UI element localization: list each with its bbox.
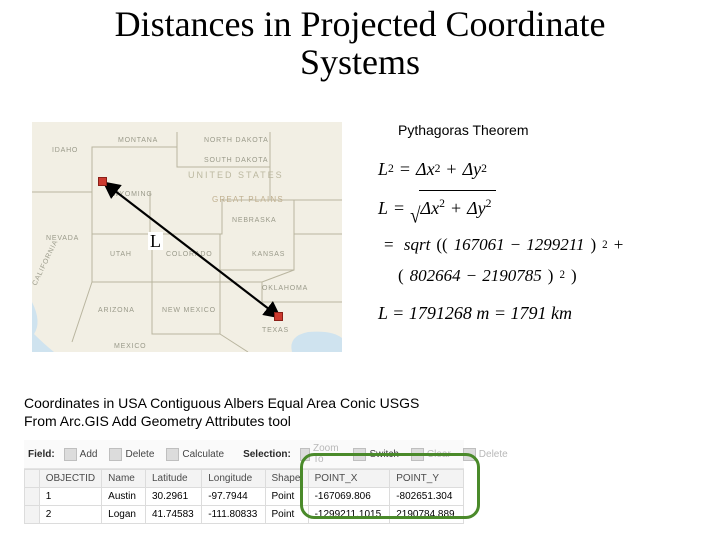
state-montana: MONTANA (118, 137, 158, 144)
state-nevada: NEVADA (46, 235, 79, 242)
delete2-icon (463, 448, 476, 461)
switch-icon (353, 448, 366, 461)
col-objectid[interactable]: OBJECTID (39, 470, 101, 488)
state-texas: TEXAS (262, 327, 289, 334)
map-country-label: UNITED STATES (188, 170, 284, 180)
cell[interactable]: 41.74583 (145, 506, 201, 524)
distance-label: L (148, 232, 163, 250)
clear-icon (411, 448, 424, 461)
state-arizona: ARIZONA (98, 307, 135, 314)
state-colorado: COLORADO (166, 251, 212, 258)
formula-2: L= √ Δx2+Δy2 (378, 190, 698, 225)
cell[interactable]: 1 (39, 488, 101, 506)
cell[interactable]: Austin (102, 488, 146, 506)
cell[interactable]: -1299211.1015 (308, 506, 390, 524)
col-name[interactable]: Name (102, 470, 146, 488)
calculate-icon (166, 448, 179, 461)
table-row[interactable]: 2Logan41.74583-111.80833Point-1299211.10… (25, 506, 464, 524)
col-longitude[interactable]: Longitude (202, 470, 265, 488)
add-field-button[interactable]: Add (61, 447, 101, 462)
delete-selection-button[interactable]: Delete (460, 447, 511, 462)
cell[interactable]: -802651.304 (390, 488, 464, 506)
clear-button[interactable]: Clear (408, 447, 454, 462)
cell[interactable]: -111.80833 (202, 506, 265, 524)
data-table: OBJECTIDNameLatitudeLongitudeShapePOINT_… (24, 469, 464, 524)
cell[interactable]: 2190784.889 (390, 506, 464, 524)
state-idaho: IDAHO (52, 147, 78, 154)
row-selector[interactable] (25, 506, 40, 524)
col-point_x[interactable]: POINT_X (308, 470, 390, 488)
state-oklahoma: OKLAHOMA (262, 285, 308, 292)
formula-1: L2 = Δx2 + Δy2 (378, 152, 698, 186)
theorem-label: Pythagoras Theorem (398, 122, 528, 138)
col-latitude[interactable]: Latitude (145, 470, 201, 488)
zoom-to-button[interactable]: Zoom To (297, 442, 345, 466)
zoom-icon (300, 448, 310, 461)
map-svg: UNITED STATES GREAT PLAINS IDAHO MONTANA… (32, 122, 342, 352)
cell[interactable]: -167069.806 (308, 488, 390, 506)
state-kansas: KANSAS (252, 251, 285, 258)
state-sdakota: SOUTH DAKOTA (204, 157, 268, 164)
state-nmexico: NEW MEXICO (162, 307, 216, 314)
formula-4: L = 1791268 m = 1791 km (378, 296, 698, 330)
delete-icon (109, 448, 122, 461)
cell[interactable]: -97.7944 (202, 488, 265, 506)
toolbar-field-label: Field: (28, 449, 55, 460)
formula-block: L2 = Δx2 + Δy2 L= √ Δx2+Δy2 = sqrt((1670… (378, 148, 698, 334)
formula-3b: (802664 − 2190785)2) (378, 260, 698, 292)
map-point-austin (274, 312, 283, 321)
title-line-1: Distances in Projected Coordinate (115, 4, 606, 44)
state-ndakota: NORTH DAKOTA (204, 137, 269, 144)
cell[interactable]: 30.2961 (145, 488, 201, 506)
col-shape[interactable]: Shape (265, 470, 308, 488)
row-selector[interactable] (25, 488, 40, 506)
calculate-button[interactable]: Calculate (163, 447, 227, 462)
row-selector-header (25, 470, 40, 488)
caption: Coordinates in USA Contiguous Albers Equ… (24, 395, 419, 430)
cell[interactable]: Logan (102, 506, 146, 524)
delete-field-button[interactable]: Delete (106, 447, 157, 462)
cell[interactable]: Point (265, 506, 308, 524)
title-line-2: Systems (300, 42, 420, 82)
state-mexico: MEXICO (114, 343, 146, 350)
caption-line-2: From Arc.GIS Add Geometry Attributes too… (24, 413, 291, 429)
cell[interactable]: Point (265, 488, 308, 506)
state-utah: UTAH (110, 251, 132, 258)
add-icon (64, 448, 77, 461)
map-region-label: GREAT PLAINS (212, 195, 284, 204)
state-nebraska: NEBRASKA (232, 217, 277, 224)
switch-button[interactable]: Switch (350, 447, 401, 462)
table-toolbar: Field: Add Delete Calculate Selection: Z… (24, 440, 464, 469)
col-point_y[interactable]: POINT_Y (390, 470, 464, 488)
formula-3: = sqrt((167061 − 1299211)2 + (378, 229, 698, 261)
map-point-logan (98, 177, 107, 186)
table-row[interactable]: 1Austin30.2961-97.7944Point-167069.806-8… (25, 488, 464, 506)
slide-title: Distances in Projected Coordinate System… (0, 6, 720, 82)
caption-line-1: Coordinates in USA Contiguous Albers Equ… (24, 395, 419, 411)
attribute-table: Field: Add Delete Calculate Selection: Z… (24, 440, 464, 524)
cell[interactable]: 2 (39, 506, 101, 524)
map: UNITED STATES GREAT PLAINS IDAHO MONTANA… (32, 122, 342, 352)
toolbar-selection-label: Selection: (243, 449, 291, 460)
